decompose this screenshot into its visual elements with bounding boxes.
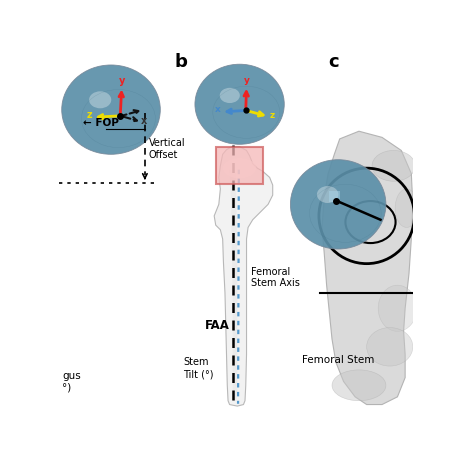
Text: Femoral Stem: Femoral Stem	[301, 354, 374, 364]
Text: x: x	[141, 116, 147, 126]
Ellipse shape	[62, 66, 160, 155]
Ellipse shape	[195, 65, 284, 145]
Ellipse shape	[377, 285, 416, 332]
Polygon shape	[321, 132, 412, 405]
Text: ← FOP: ← FOP	[83, 118, 119, 128]
Text: FAA: FAA	[205, 318, 230, 331]
Text: y: y	[118, 76, 125, 86]
Text: °): °)	[62, 382, 72, 392]
Ellipse shape	[366, 328, 412, 366]
Polygon shape	[215, 147, 263, 184]
Text: Vertical
Offset: Vertical Offset	[148, 138, 185, 160]
Ellipse shape	[89, 92, 111, 109]
Ellipse shape	[331, 370, 385, 401]
Polygon shape	[214, 147, 272, 406]
Polygon shape	[328, 192, 339, 202]
Text: z: z	[86, 110, 92, 120]
Ellipse shape	[394, 190, 417, 228]
Text: b: b	[174, 53, 187, 71]
Text: x: x	[214, 105, 220, 114]
Text: y: y	[243, 76, 249, 85]
Polygon shape	[229, 170, 237, 401]
Ellipse shape	[223, 159, 256, 179]
Text: Femoral
Stem Axis: Femoral Stem Axis	[251, 266, 299, 288]
Text: Stem
Tilt (°): Stem Tilt (°)	[183, 357, 213, 378]
Ellipse shape	[290, 160, 385, 250]
Text: z: z	[269, 111, 274, 120]
Ellipse shape	[371, 151, 414, 182]
Ellipse shape	[219, 89, 239, 104]
Ellipse shape	[316, 187, 338, 204]
Text: gus: gus	[62, 370, 81, 380]
Text: c: c	[327, 53, 338, 71]
